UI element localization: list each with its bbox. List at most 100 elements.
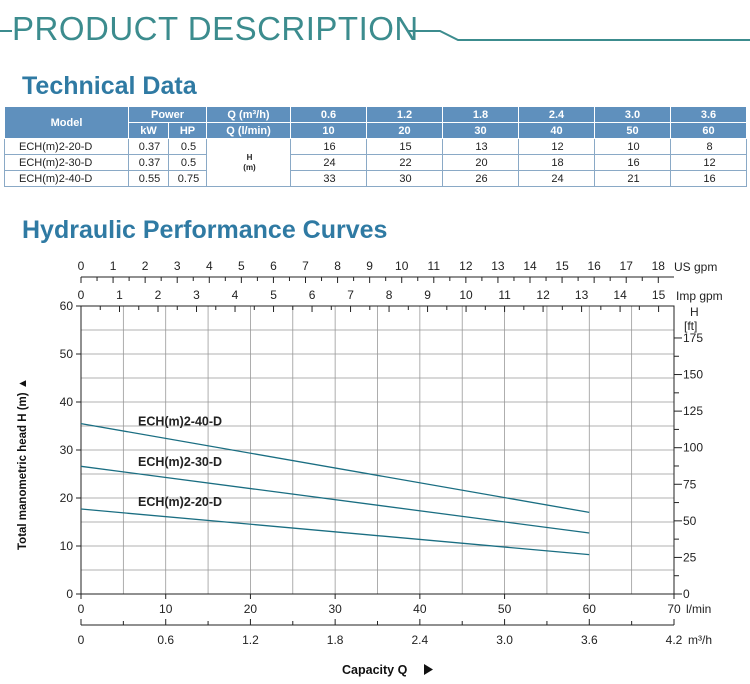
ft-tick-label: 150 <box>683 368 703 382</box>
head-value-cell: 16 <box>290 138 368 155</box>
head-value-cell: 21 <box>594 170 672 187</box>
header-kw: kW <box>128 122 169 139</box>
imp-gpm-tick-label: 8 <box>386 288 393 302</box>
header-lmin-value: 30 <box>442 122 520 139</box>
header-m3h-value: 1.2 <box>366 106 444 123</box>
x-unit-label: l/min <box>686 602 711 616</box>
y-tick-label: 0 <box>66 587 73 601</box>
imp-gpm-tick-label: 0 <box>78 288 85 302</box>
series-line <box>80 422 590 514</box>
hp-cell: 0.5 <box>167 154 208 171</box>
imp-gpm-tick-label: 7 <box>347 288 354 302</box>
table-row: ECH(m)2-40-D 0.55 0.75 33 30 26 24 21 16 <box>4 170 748 187</box>
head-value-cell: 12 <box>670 154 748 171</box>
head-value-cell: 22 <box>366 154 444 171</box>
series-line <box>80 465 590 534</box>
ft-unit-label: [ft] <box>684 319 697 333</box>
y-tick-label: 20 <box>60 491 74 505</box>
head-value-cell: 20 <box>442 154 520 171</box>
x-tick-label: 30 <box>328 602 342 616</box>
header-m3h-value: 0.6 <box>290 106 368 123</box>
technical-data-table: Model Power Q (m³/h) 0.6 1.2 1.8 2.4 3.0 3.6 kW HP… <box>4 106 748 187</box>
header-m3h-value: 3.0 <box>594 106 672 123</box>
y-tick-label: 40 <box>60 395 74 409</box>
us-gpm-tick-label: 2 <box>142 259 149 273</box>
us-gpm-tick-label: 16 <box>587 259 601 273</box>
head-value-cell: 18 <box>518 154 596 171</box>
table-row: ECH(m)2-20-D 0.37 0.5 H (m) 16 15 13 12 10 8 <box>4 138 748 187</box>
imp-gpm-tick-label: 4 <box>232 288 239 302</box>
us-gpm-unit-label: US gpm <box>674 260 717 274</box>
ft-tick-label: 100 <box>683 441 703 455</box>
header-m3h-value: 3.6 <box>670 106 748 123</box>
technical-data-heading: Technical Data <box>22 72 197 100</box>
us-gpm-tick-label: 17 <box>620 259 634 273</box>
us-gpm-tick-label: 11 <box>428 259 441 273</box>
model-cell: ECH(m)2-20-D <box>4 138 129 155</box>
header-m3h-value: 2.4 <box>518 106 596 123</box>
y-axis-label: Total manometric head H (m) ▲ <box>17 378 29 550</box>
imp-gpm-tick-label: 13 <box>575 288 589 302</box>
m3h-tick-label: 1.2 <box>242 633 259 647</box>
ft-axis-label: H <box>690 305 699 319</box>
ft-tick-label: 0 <box>683 587 690 601</box>
imp-gpm-unit-label: Imp gpm <box>676 289 723 303</box>
banner: PRODUCT DESCRIPTION <box>0 0 750 58</box>
kw-cell: 0.37 <box>128 138 169 155</box>
y-tick-label: 30 <box>60 443 74 457</box>
head-value-cell: 26 <box>442 170 520 187</box>
head-value-cell: 13 <box>442 138 520 155</box>
m3h-tick-label: 1.8 <box>327 633 344 647</box>
imp-gpm-tick-label: 14 <box>613 288 627 302</box>
head-value-cell: 16 <box>594 154 672 171</box>
ft-tick-label: 50 <box>683 514 697 528</box>
head-unit: (m) <box>243 162 256 172</box>
us-gpm-tick-label: 12 <box>459 259 473 273</box>
imp-gpm-tick-label: 10 <box>459 288 473 302</box>
m3h-tick-label: 0.6 <box>157 633 174 647</box>
m3h-unit-label: m³/h <box>688 633 712 647</box>
model-cell: ECH(m)2-40-D <box>4 170 129 187</box>
table-row: ECH(m)2-30-D 0.37 0.5 24 22 20 18 16 12 <box>4 154 748 171</box>
table-header-row: Model Power Q (m³/h) 0.6 1.2 1.8 2.4 3.0 3.6 <box>4 106 748 139</box>
model-cell: ECH(m)2-30-D <box>4 154 129 171</box>
head-value-cell: 30 <box>366 170 444 187</box>
imp-gpm-tick-label: 6 <box>309 288 316 302</box>
x-axis-label: Capacity Q <box>342 663 408 677</box>
us-gpm-tick-label: 3 <box>174 259 181 273</box>
kw-cell: 0.37 <box>128 154 169 171</box>
head-value-cell: 24 <box>518 170 596 187</box>
us-gpm-tick-label: 9 <box>366 259 373 273</box>
table-header-row: kW HP Q (l/min) 10 20 30 40 50 60 <box>5 122 748 139</box>
hp-cell: 0.75 <box>167 170 208 187</box>
y-tick-label: 50 <box>60 347 74 361</box>
us-gpm-tick-label: 8 <box>334 259 341 273</box>
m3h-tick-label: 2.4 <box>412 633 429 647</box>
us-gpm-tick-label: 18 <box>652 259 666 273</box>
series-label: ECH(m)2-20-D <box>138 495 222 509</box>
us-gpm-tick-label: 15 <box>555 259 569 273</box>
hp-cell: 0.5 <box>167 138 208 155</box>
hydraulic-curves-heading: Hydraulic Performance Curves <box>22 216 388 244</box>
imp-gpm-tick-label: 2 <box>155 288 162 302</box>
series-line <box>80 508 590 556</box>
imp-gpm-tick-label: 9 <box>424 288 431 302</box>
ft-tick-label: 175 <box>683 331 703 345</box>
ft-tick-label: 125 <box>683 404 703 418</box>
ft-tick-label: 75 <box>683 477 697 491</box>
head-value-cell: 12 <box>518 138 596 155</box>
header-power: Power <box>127 106 208 123</box>
head-value-cell: 10 <box>594 138 672 155</box>
us-gpm-tick-label: 7 <box>302 259 309 273</box>
header-lmin-value: 50 <box>594 122 672 139</box>
head-value-cell: 15 <box>366 138 444 155</box>
banner-title: PRODUCT DESCRIPTION <box>12 10 419 47</box>
us-gpm-tick-label: 10 <box>395 259 409 273</box>
header-q-lmin: Q (l/min) <box>206 122 292 139</box>
ft-tick-label: 25 <box>683 550 697 564</box>
head-label-cell: H (m) <box>206 138 292 187</box>
m3h-tick-label: 0 <box>78 633 85 647</box>
header-lmin-value: 40 <box>518 122 596 139</box>
imp-gpm-tick-label: 12 <box>536 288 550 302</box>
